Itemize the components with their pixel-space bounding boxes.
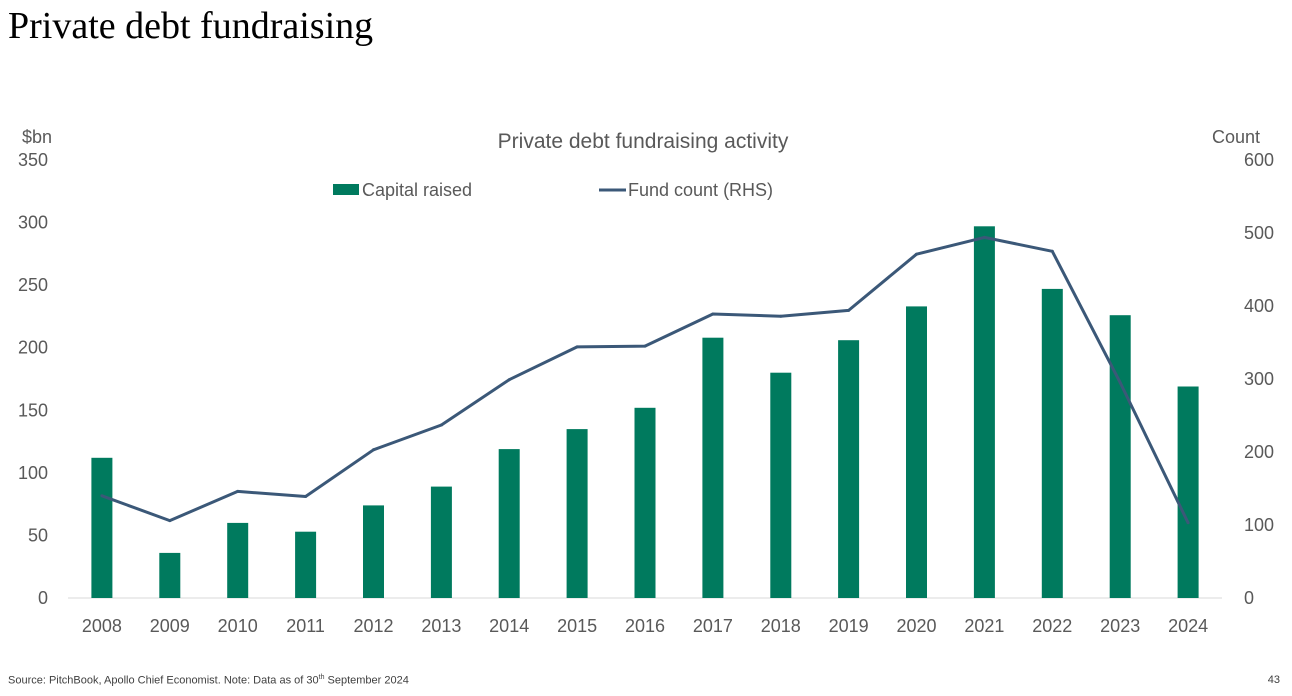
left-axis-tick-label: 0	[38, 588, 48, 608]
page-number: 43	[1267, 674, 1280, 686]
legend-bar-label: Capital raised	[362, 180, 472, 200]
left-axis-unit: $bn	[22, 127, 52, 147]
fund-count-point-2015	[575, 345, 579, 349]
x-tick-label: 2009	[150, 616, 190, 636]
bar-2011	[295, 531, 317, 598]
x-tick-label: 2020	[896, 616, 936, 636]
fund-count-point-2013	[439, 423, 443, 427]
right-axis-tick-label: 200	[1244, 442, 1274, 462]
bar-2012	[363, 505, 384, 598]
fund-count-point-2011	[304, 495, 308, 498]
fund-count-point-2022	[1050, 249, 1054, 253]
bar-2015	[566, 429, 588, 598]
fund-count-point-2019	[847, 308, 851, 312]
legend-bar-swatch	[333, 184, 359, 195]
right-axis-tick-label: 0	[1244, 588, 1254, 608]
x-tick-label: 2018	[761, 616, 801, 636]
right-axis-unit: Count	[1212, 127, 1260, 147]
left-axis-tick-label: 300	[18, 213, 48, 233]
right-axis-tick-label: 400	[1244, 296, 1274, 316]
legend-line-label: Fund count (RHS)	[628, 180, 773, 200]
source-footnote: Source: PitchBook, Apollo Chief Economis…	[8, 674, 409, 687]
x-tick-label: 2022	[1032, 616, 1072, 636]
x-tick-label: 2013	[421, 616, 461, 636]
right-axis-ticks: 0 100 200 300 400 500 600	[1244, 150, 1274, 608]
slide-title: Private debt fundraising	[8, 5, 374, 47]
chart-title: Private debt fundraising activity	[498, 130, 789, 153]
right-axis-tick-label: 500	[1244, 223, 1274, 243]
left-axis-tick-label: 150	[18, 400, 48, 420]
capital-raised-bars	[91, 226, 1199, 599]
bar-2008	[91, 457, 113, 598]
bar-2019	[838, 340, 860, 598]
bar-2017	[702, 337, 724, 598]
x-tick-label: 2011	[286, 616, 325, 636]
bar-2016	[634, 407, 656, 598]
left-axis-ticks: 0 50 100 150 200 250 300 350	[18, 150, 48, 608]
fund-count-line-series	[100, 235, 1190, 525]
right-axis-tick-label: 300	[1244, 369, 1274, 389]
fund-count-point-2020	[915, 252, 918, 256]
fund-count-point-2012	[372, 448, 375, 452]
x-tick-label: 2017	[693, 616, 733, 636]
bar-2024	[1177, 386, 1199, 598]
fund-count-point-2024	[1186, 521, 1190, 525]
x-tick-label: 2016	[625, 616, 665, 636]
x-tick-label: 2021	[964, 616, 1004, 636]
fund-count-point-2009	[168, 519, 172, 523]
bar-2018	[770, 372, 792, 598]
left-axis-tick-label: 200	[18, 338, 48, 358]
fund-count-point-2010	[236, 489, 240, 493]
x-axis-labels: 2008 2009 2010 2011 2012 2013 2014 2015 2016 2017…	[82, 616, 1208, 636]
fund-count-point-2017	[711, 312, 715, 316]
footnote-suffix: September 2024	[324, 674, 409, 687]
bar-2010	[227, 522, 249, 598]
x-tick-label: 2023	[1100, 616, 1140, 636]
x-tick-label: 2014	[489, 616, 529, 636]
left-axis-tick-label: 350	[18, 150, 48, 170]
right-axis-tick-label: 600	[1244, 150, 1274, 170]
bar-2013	[430, 486, 452, 598]
footnote-superscript: th	[318, 674, 325, 681]
fund-count-point-2018	[779, 314, 783, 318]
x-tick-label: 2015	[557, 616, 597, 636]
left-axis-tick-label: 100	[18, 463, 48, 483]
left-axis-tick-label: 50	[28, 525, 48, 545]
x-tick-label: 2008	[82, 616, 122, 636]
x-tick-label: 2019	[829, 616, 869, 636]
bar-2009	[159, 552, 181, 598]
bar-2023	[1109, 315, 1131, 598]
bar-2022	[1041, 288, 1063, 598]
x-tick-label: 2010	[218, 616, 258, 636]
legend: Capital raised Fund count (RHS)	[333, 180, 773, 200]
fund-count-point-2016	[643, 344, 647, 348]
fund-count-point-2021	[982, 235, 986, 239]
left-axis-tick-label: 250	[18, 275, 48, 295]
bar-2021	[973, 226, 995, 599]
right-axis-tick-label: 100	[1244, 515, 1274, 535]
fund-count-point-2014	[507, 378, 511, 382]
fund-count-point-2008	[100, 494, 104, 498]
fund-count-point-2023	[1118, 381, 1122, 385]
bar-2020	[906, 306, 927, 598]
x-tick-label: 2012	[353, 616, 393, 636]
bar-2014	[498, 449, 520, 598]
x-tick-label: 2024	[1168, 616, 1208, 636]
footnote-prefix: Source: PitchBook, Apollo Chief Economis…	[8, 674, 319, 687]
